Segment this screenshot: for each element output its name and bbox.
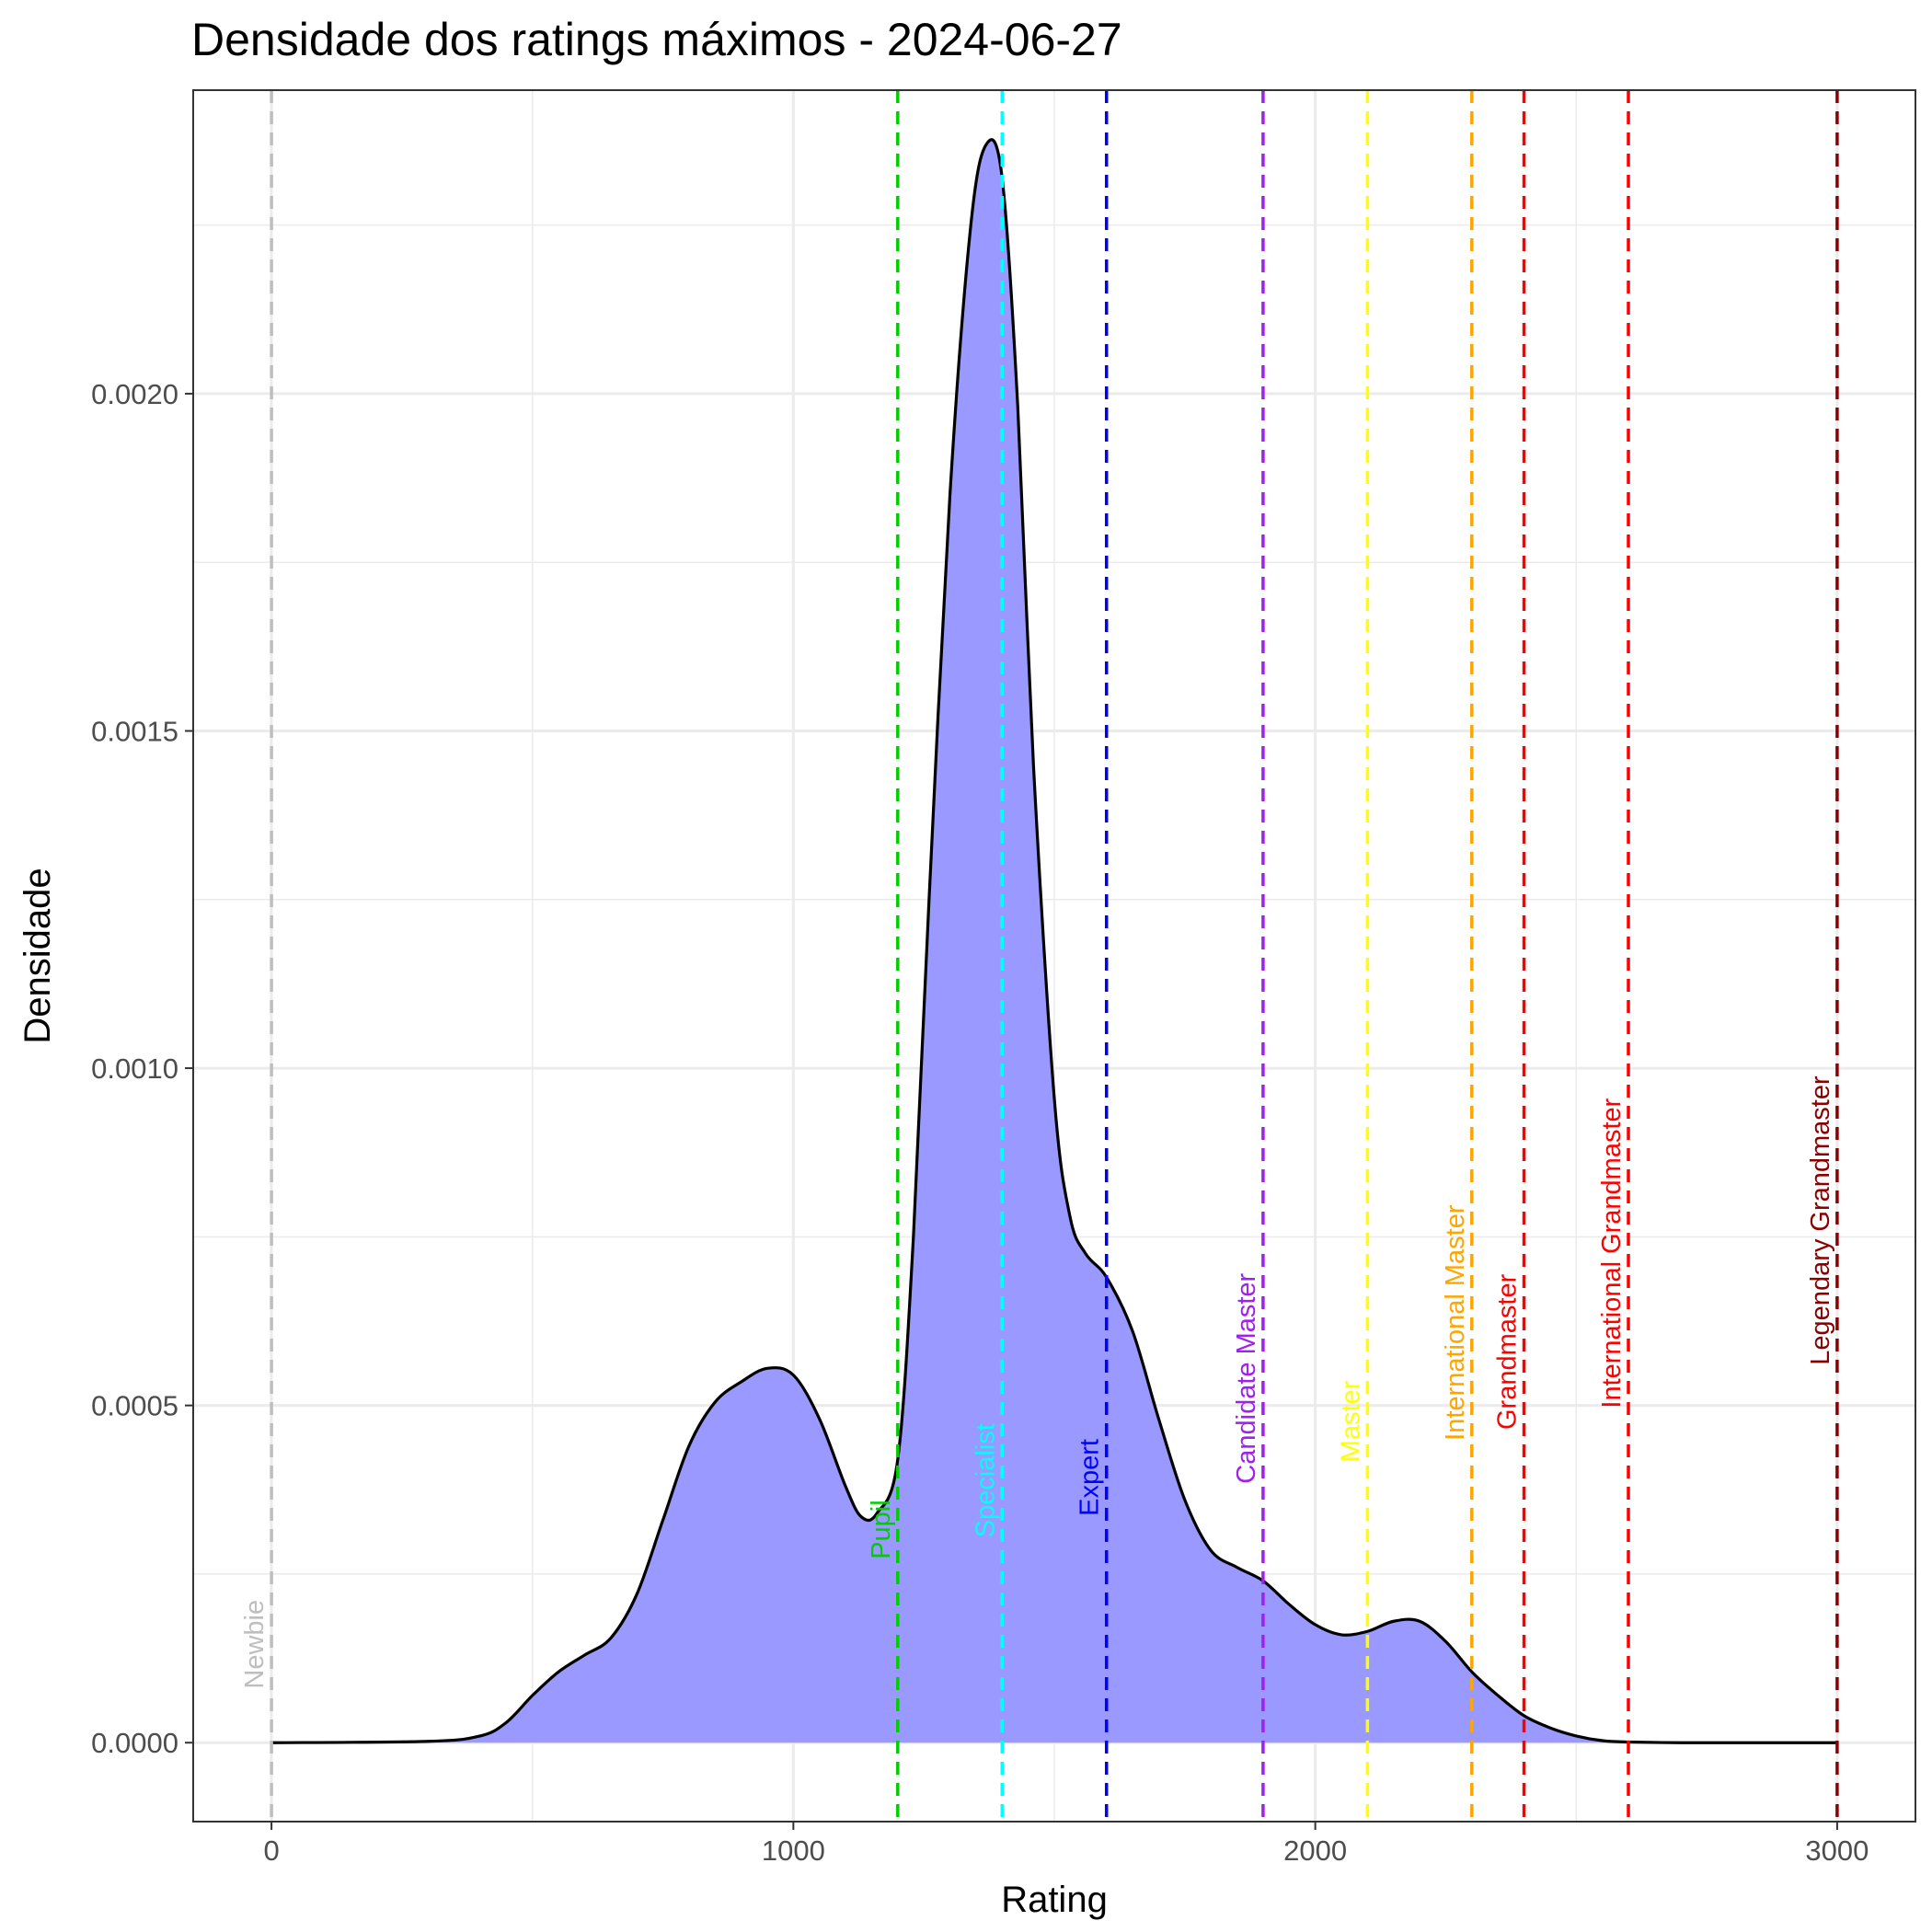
rank-label: International Grandmaster bbox=[1597, 1098, 1627, 1408]
y-tick-label: 0.0015 bbox=[91, 715, 178, 747]
rank-label: Grandmaster bbox=[1493, 1273, 1523, 1430]
density-line bbox=[271, 138, 1837, 1744]
rank-label: International Master bbox=[1441, 1204, 1470, 1441]
rank-threshold-lines bbox=[270, 90, 1839, 1822]
x-tick-label: 2000 bbox=[1283, 1834, 1347, 1867]
y-axis-ticks: 0.0000 0.0005 0.0010 0.0015 0.0020 bbox=[91, 378, 193, 1759]
y-tick-label: 0.0010 bbox=[91, 1052, 178, 1085]
plot-border bbox=[192, 89, 1916, 1823]
rank-label: Candidate Master bbox=[1232, 1272, 1261, 1483]
y-tick-label: 0.0005 bbox=[91, 1390, 178, 1422]
density-area bbox=[271, 138, 1837, 1744]
x-tick-label: 3000 bbox=[1805, 1834, 1869, 1867]
rank-label: Expert bbox=[1075, 1439, 1105, 1516]
y-axis-title: Densidade bbox=[17, 868, 58, 1043]
x-axis-title: Rating bbox=[1001, 1880, 1108, 1920]
x-axis-ticks: 0 1000 2000 3000 bbox=[263, 1822, 1869, 1867]
x-tick-label: 0 bbox=[263, 1834, 279, 1867]
rank-label: Pupil bbox=[867, 1500, 896, 1559]
chart-title: Densidade dos ratings máximos - 2024-06-… bbox=[191, 14, 1122, 65]
y-tick-label: 0.0000 bbox=[91, 1727, 178, 1759]
rank-label: Specialist bbox=[971, 1423, 1000, 1537]
density-fill bbox=[271, 139, 1837, 1743]
rank-labels: Newbie Pupil Specialist Expert Candidate Mas… bbox=[240, 1075, 1835, 1689]
rank-label: Legendary Grandmaster bbox=[1806, 1075, 1835, 1365]
rank-label: Newbie bbox=[240, 1600, 270, 1689]
y-tick-label: 0.0020 bbox=[91, 378, 178, 410]
x-tick-label: 1000 bbox=[762, 1834, 825, 1867]
rank-label: Master bbox=[1336, 1380, 1365, 1462]
